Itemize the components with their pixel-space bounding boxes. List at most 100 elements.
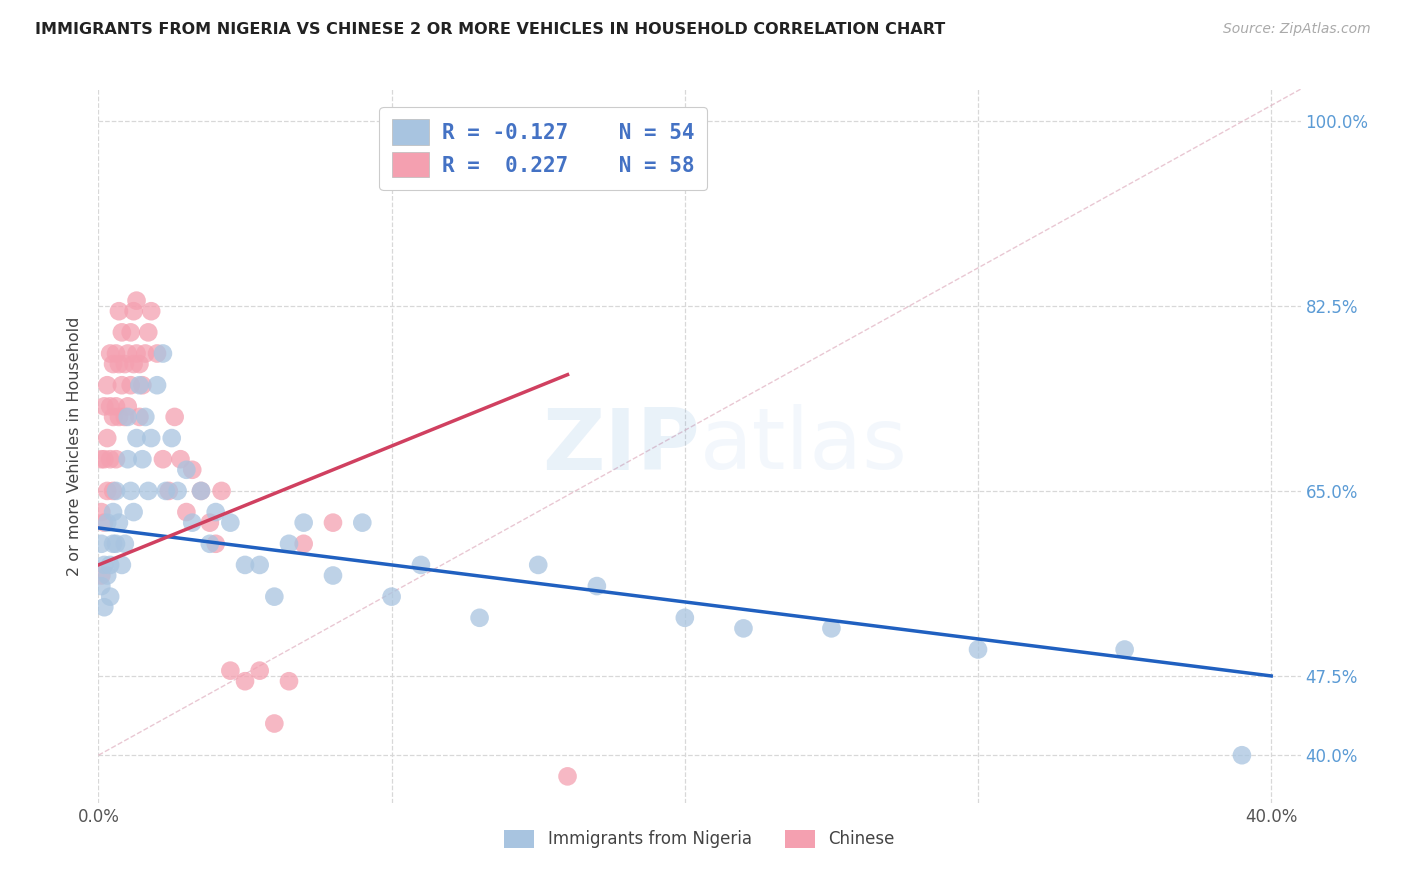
Point [152,452,174,467]
Point [108,357,131,371]
Point [105,452,128,467]
Point [98,346,121,360]
Point [105,346,128,360]
Point [820,621,842,635]
Point [1230,748,1253,763]
Point [105,483,128,498]
Point [233,674,256,689]
Point [157,483,180,498]
Point [90,505,112,519]
Point [131,452,153,467]
Point [176,463,198,477]
Point [155,483,177,498]
Point [98,590,121,604]
Point [96,431,118,445]
Point [233,558,256,572]
Point [93,558,115,572]
Point [160,431,183,445]
Point [101,483,124,498]
Legend: Immigrants from Nigeria, Chinese: Immigrants from Nigeria, Chinese [498,823,901,855]
Point [381,590,404,604]
Point [967,642,990,657]
Point [169,452,191,467]
Point [111,558,134,572]
Point [93,600,115,615]
Point [108,304,131,318]
Point [586,579,609,593]
Point [90,568,112,582]
Point [128,357,150,371]
Point [117,409,139,424]
Point [1114,642,1136,657]
Point [105,537,128,551]
Point [114,537,136,551]
Point [98,452,121,467]
Point [134,346,156,360]
Point [96,483,118,498]
Point [125,431,148,445]
Point [181,516,204,530]
Point [93,516,115,530]
Point [125,293,148,308]
Point [557,769,579,783]
Point [176,505,198,519]
Point [101,537,124,551]
Point [292,516,315,530]
Point [146,346,169,360]
Point [101,505,124,519]
Y-axis label: 2 or more Vehicles in Household: 2 or more Vehicles in Household [67,317,83,575]
Point [322,568,344,582]
Point [263,716,285,731]
Point [352,516,374,530]
Point [146,378,169,392]
Point [166,483,188,498]
Point [409,558,432,572]
Point [111,378,134,392]
Point [141,431,163,445]
Point [292,537,315,551]
Point [181,463,204,477]
Point [117,346,139,360]
Point [90,452,112,467]
Point [96,378,118,392]
Point [219,516,242,530]
Point [128,409,150,424]
Point [120,326,142,340]
Point [117,452,139,467]
Point [204,537,226,551]
Point [120,378,142,392]
Point [527,558,550,572]
Point [198,516,221,530]
Point [117,400,139,414]
Point [120,483,142,498]
Point [141,304,163,318]
Point [673,611,696,625]
Point [98,400,121,414]
Point [278,674,301,689]
Point [131,378,153,392]
Point [263,590,285,604]
Point [125,346,148,360]
Point [136,483,159,498]
Text: atlas: atlas [700,404,907,488]
Point [114,357,136,371]
Point [190,483,212,498]
Point [249,664,271,678]
Point [101,357,124,371]
Point [249,558,271,572]
Point [122,304,145,318]
Point [134,409,156,424]
Point [198,537,221,551]
Point [128,378,150,392]
Text: ZIP: ZIP [541,404,700,488]
Point [101,409,124,424]
Text: Source: ZipAtlas.com: Source: ZipAtlas.com [1223,22,1371,37]
Point [114,409,136,424]
Point [468,611,491,625]
Text: IMMIGRANTS FROM NIGERIA VS CHINESE 2 OR MORE VEHICLES IN HOUSEHOLD CORRELATION C: IMMIGRANTS FROM NIGERIA VS CHINESE 2 OR … [35,22,945,37]
Point [90,537,112,551]
Point [111,326,134,340]
Point [105,400,128,414]
Point [152,346,174,360]
Point [108,516,131,530]
